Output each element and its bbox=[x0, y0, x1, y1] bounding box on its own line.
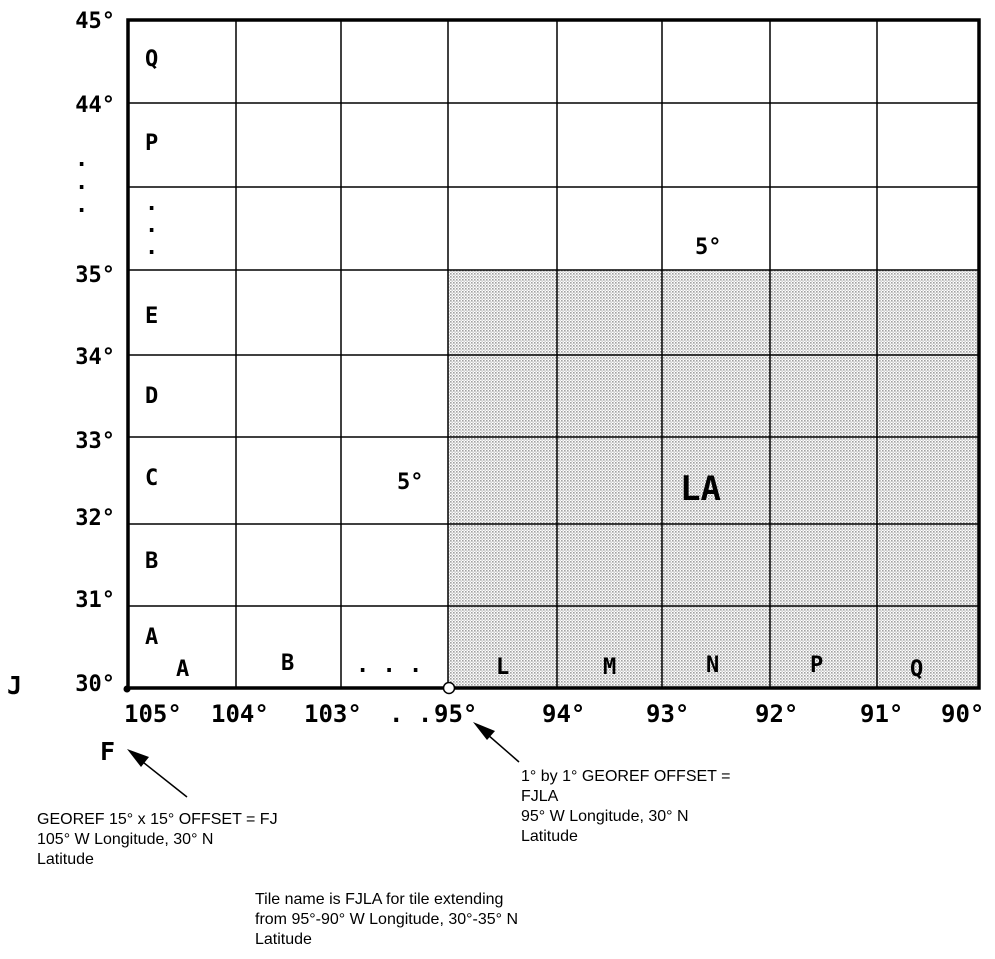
j-label: J bbox=[7, 671, 22, 700]
lat-ellipsis-dot: . bbox=[75, 170, 88, 195]
arrow-to-fjla-origin bbox=[473, 722, 520, 763]
note-line: Latitude bbox=[521, 828, 578, 845]
lat-label-44: 44° bbox=[75, 93, 115, 118]
lon-label-91: 91° bbox=[860, 700, 903, 728]
note-tile-name: Tile name is FJLA for tile extending fro… bbox=[255, 890, 518, 950]
arrow-to-fj-origin bbox=[127, 749, 188, 798]
row-letter-b: B bbox=[145, 549, 158, 574]
note-line: from 95°-90° W Longitude, 30°-35° N bbox=[255, 911, 519, 928]
note-georef-15-offset: GEOREF 15° x 15° OFFSET = FJ 105° W Long… bbox=[37, 810, 278, 870]
row-letter-e: E bbox=[145, 304, 158, 329]
lon-label-94: 94° bbox=[542, 700, 585, 728]
note-line: Tile name is FJLA for tile extending bbox=[255, 891, 504, 908]
row-letter-a: A bbox=[145, 625, 158, 650]
origin-marker-95w-30n bbox=[442, 681, 456, 695]
row-letter-p: P bbox=[145, 131, 158, 156]
note-line: GEOREF 15° x 15° OFFSET = FJ bbox=[37, 811, 278, 828]
col-letter-l: L bbox=[496, 655, 509, 680]
latitude-axis: 45° 44° . . . 35° 34° 33° 32° 31° 30° bbox=[75, 9, 115, 697]
lon-ellipsis: . . bbox=[389, 700, 432, 728]
note-georef-1-offset: 1° by 1° GEOREF OFFSET = FJLA 95° W Long… bbox=[521, 767, 730, 847]
tile-label-la: LA bbox=[680, 469, 721, 509]
col-letter-n: N bbox=[706, 653, 719, 678]
five-degree-label-left: 5° bbox=[397, 470, 424, 495]
note-line: Latitude bbox=[37, 851, 94, 868]
lon-label-104: 104° bbox=[211, 700, 269, 728]
grid-outer-border bbox=[126, 18, 981, 690]
lon-label-105: 105° bbox=[124, 700, 182, 728]
note-line: 1° by 1° GEOREF OFFSET = bbox=[521, 768, 731, 785]
grid-lines bbox=[128, 20, 979, 688]
note-line: FJLA bbox=[521, 788, 559, 805]
lat-label-34: 34° bbox=[75, 345, 115, 370]
longitude-axis: 105° 104° 103° . . 95° 94° 93° 92° 91° 9… bbox=[124, 700, 984, 728]
row-ellipsis-dot: . bbox=[145, 235, 158, 260]
col-letter-a: A bbox=[176, 657, 189, 682]
lon-label-90: 90° bbox=[941, 700, 984, 728]
lat-label-35: 35° bbox=[75, 263, 115, 288]
lat-ellipsis-dot: . bbox=[75, 193, 88, 218]
note-line: 105° W Longitude, 30° N bbox=[37, 831, 214, 848]
shaded-tile-region bbox=[448, 270, 979, 688]
five-degree-label-top: 5° bbox=[695, 235, 722, 260]
col-letter-p: P bbox=[810, 653, 823, 678]
row-letter-d: D bbox=[145, 384, 158, 409]
col-letter-q: Q bbox=[910, 657, 923, 682]
lon-label-103: 103° bbox=[304, 700, 362, 728]
row-letter-q: Q bbox=[145, 47, 158, 72]
lat-label-45: 45° bbox=[75, 9, 115, 34]
lon-label-95: 95° bbox=[434, 700, 477, 728]
row-letters: Q P . . . E D C B A bbox=[145, 47, 158, 650]
lon-label-92: 92° bbox=[755, 700, 798, 728]
row-ellipsis-dot: . bbox=[145, 191, 158, 216]
row-ellipsis-dot: . bbox=[145, 213, 158, 238]
lat-label-32: 32° bbox=[75, 506, 115, 531]
note-line: 95° W Longitude, 30° N bbox=[521, 808, 689, 825]
lat-ellipsis-dot: . bbox=[75, 147, 88, 172]
col-letter-m: M bbox=[603, 655, 616, 680]
note-line: Latitude bbox=[255, 931, 312, 948]
lat-label-33: 33° bbox=[75, 429, 115, 454]
lon-label-93: 93° bbox=[646, 700, 689, 728]
column-letters: A B . . . L M N P Q bbox=[176, 651, 923, 682]
lat-label-31: 31° bbox=[75, 588, 115, 613]
origin-marker-105w-30n bbox=[123, 685, 131, 693]
col-ellipsis: . . . bbox=[356, 653, 422, 678]
col-letter-b: B bbox=[281, 651, 294, 676]
lat-label-30: 30° bbox=[75, 672, 115, 697]
row-letter-c: C bbox=[145, 466, 158, 491]
f-label: F bbox=[100, 737, 115, 766]
